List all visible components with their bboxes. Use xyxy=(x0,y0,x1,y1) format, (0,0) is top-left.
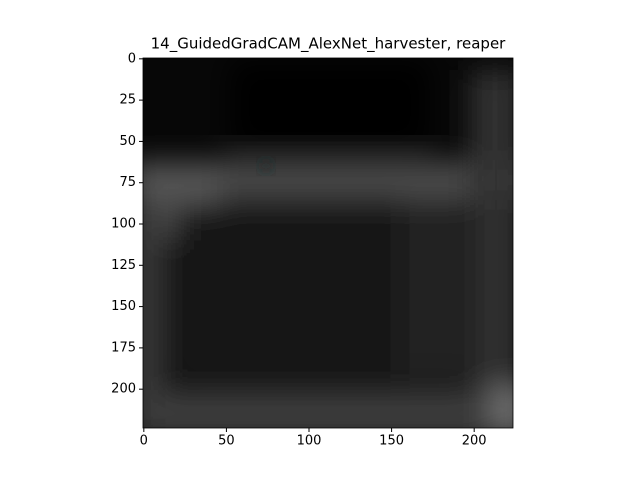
axes-frame xyxy=(142,57,514,429)
y-tick-label: 150 xyxy=(111,299,136,314)
y-tick-label: 100 xyxy=(111,217,136,232)
y-tick-label: 200 xyxy=(111,382,136,397)
y-tick-label: 125 xyxy=(111,258,136,273)
x-tick-label: 100 xyxy=(297,434,322,449)
x-tick-label: 150 xyxy=(379,434,404,449)
chart-title: 14_GuidedGradCAM_AlexNet_harvester, reap… xyxy=(151,35,507,54)
y-tick-label: 25 xyxy=(119,93,136,108)
heatmap-image xyxy=(143,58,513,428)
x-tick-label: 200 xyxy=(462,434,487,449)
x-tick-label: 0 xyxy=(140,434,148,449)
x-tick-label: 50 xyxy=(218,434,235,449)
y-tick-label: 75 xyxy=(119,175,136,190)
y-tick-label: 0 xyxy=(128,51,136,66)
y-tick-label: 175 xyxy=(111,340,136,355)
y-tick-label: 50 xyxy=(119,134,136,149)
